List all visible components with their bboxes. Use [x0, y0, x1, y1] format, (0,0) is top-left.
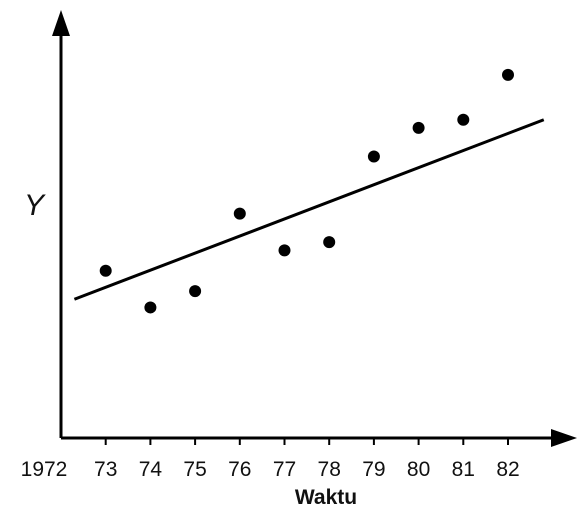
x-tick-label: 77	[273, 458, 296, 481]
x-tick-label: 73	[94, 458, 117, 481]
x-tick-label: 79	[362, 458, 385, 481]
data-point	[457, 113, 470, 126]
data-point	[323, 236, 336, 249]
origin-label: 1972	[21, 458, 68, 481]
y-axis-arrow	[52, 10, 70, 36]
data-point	[99, 264, 112, 277]
x-tick-label: 82	[496, 458, 519, 481]
data-points	[99, 68, 514, 314]
x-axis-tick-labels: 73 74 75 76 77 78 79 80 81 82	[94, 458, 520, 481]
x-axis-label: Waktu	[295, 486, 357, 509]
data-point	[412, 121, 425, 134]
x-tick-label: 80	[407, 458, 430, 481]
x-tick-label: 81	[452, 458, 475, 481]
x-axis-ticks	[104, 438, 509, 445]
x-tick-label: 76	[228, 458, 251, 481]
trend-line	[73, 118, 545, 301]
x-tick-label: 78	[318, 458, 341, 481]
data-point	[278, 244, 291, 257]
axes	[52, 10, 577, 447]
data-point	[502, 68, 514, 81]
data-point	[233, 207, 246, 220]
data-point	[189, 285, 202, 298]
x-axis-arrow	[551, 429, 577, 447]
data-point	[144, 301, 157, 314]
y-axis-label: Y	[24, 189, 46, 222]
x-tick-label: 75	[183, 458, 206, 481]
data-point	[367, 150, 380, 163]
x-tick-label: 74	[139, 458, 163, 481]
